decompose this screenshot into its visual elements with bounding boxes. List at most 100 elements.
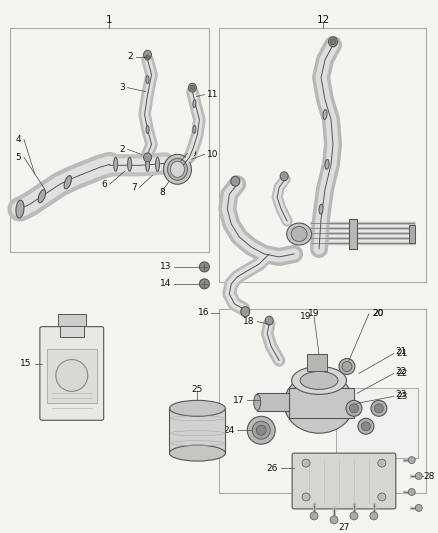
Ellipse shape <box>291 227 307 241</box>
Ellipse shape <box>144 50 152 59</box>
Text: 22: 22 <box>396 367 407 376</box>
Text: 7: 7 <box>131 183 137 192</box>
Bar <box>58 314 86 326</box>
Text: 14: 14 <box>160 279 172 288</box>
Circle shape <box>199 279 209 289</box>
Text: M: M <box>67 371 76 380</box>
Ellipse shape <box>193 125 196 133</box>
Ellipse shape <box>325 159 329 169</box>
Ellipse shape <box>170 400 225 416</box>
Text: 5: 5 <box>15 153 21 162</box>
Ellipse shape <box>339 359 355 375</box>
Ellipse shape <box>284 374 354 433</box>
Text: 2: 2 <box>127 52 133 61</box>
Ellipse shape <box>241 306 250 317</box>
Text: 17: 17 <box>233 396 244 405</box>
Text: 27: 27 <box>338 523 350 532</box>
Bar <box>289 389 354 418</box>
Ellipse shape <box>300 372 338 390</box>
Ellipse shape <box>346 400 362 416</box>
Bar <box>257 393 289 411</box>
Ellipse shape <box>252 421 270 439</box>
Text: 24: 24 <box>223 426 234 435</box>
Ellipse shape <box>358 418 374 434</box>
Circle shape <box>370 512 378 520</box>
Ellipse shape <box>64 175 71 189</box>
Ellipse shape <box>265 316 273 325</box>
Ellipse shape <box>280 172 288 181</box>
Text: 12: 12 <box>317 15 330 25</box>
Circle shape <box>302 459 310 467</box>
Circle shape <box>415 473 422 480</box>
Bar <box>219 28 426 282</box>
Text: 20: 20 <box>372 309 383 318</box>
Circle shape <box>408 457 415 464</box>
Text: 4: 4 <box>15 135 21 144</box>
Ellipse shape <box>16 200 24 218</box>
Ellipse shape <box>155 157 159 171</box>
Text: 26: 26 <box>267 464 278 473</box>
Text: 6: 6 <box>101 180 107 189</box>
Ellipse shape <box>170 161 184 177</box>
Ellipse shape <box>145 157 149 171</box>
Text: 19: 19 <box>308 309 320 318</box>
Ellipse shape <box>319 204 323 214</box>
Text: 9: 9 <box>191 149 196 158</box>
Ellipse shape <box>371 400 387 416</box>
Text: MOPAR: MOPAR <box>59 355 85 360</box>
Bar <box>307 353 327 372</box>
Ellipse shape <box>374 404 383 413</box>
Ellipse shape <box>127 157 131 171</box>
Text: 23: 23 <box>396 390 407 399</box>
Ellipse shape <box>330 39 336 45</box>
Ellipse shape <box>146 125 149 133</box>
Ellipse shape <box>193 100 196 108</box>
Circle shape <box>415 504 422 511</box>
Ellipse shape <box>188 83 196 92</box>
Text: 19: 19 <box>300 312 311 321</box>
Ellipse shape <box>350 404 358 413</box>
Ellipse shape <box>114 157 118 171</box>
Text: 13: 13 <box>160 262 172 271</box>
Ellipse shape <box>38 190 46 203</box>
Circle shape <box>56 360 88 391</box>
Text: 11: 11 <box>207 90 219 99</box>
Circle shape <box>350 512 358 520</box>
Text: 25: 25 <box>192 385 203 394</box>
Circle shape <box>199 262 209 272</box>
Ellipse shape <box>144 153 152 162</box>
Bar <box>409 225 415 243</box>
Bar <box>336 389 418 458</box>
Circle shape <box>302 493 310 501</box>
Ellipse shape <box>286 223 311 245</box>
Ellipse shape <box>231 176 240 186</box>
Bar <box>219 309 426 493</box>
Ellipse shape <box>328 37 338 47</box>
Ellipse shape <box>323 110 327 119</box>
Ellipse shape <box>190 85 195 90</box>
Bar <box>60 322 84 337</box>
Bar <box>349 219 357 249</box>
FancyBboxPatch shape <box>292 453 396 509</box>
Text: 8: 8 <box>159 188 166 197</box>
Text: 23: 23 <box>397 392 408 401</box>
Ellipse shape <box>342 361 352 372</box>
Ellipse shape <box>254 394 261 410</box>
Text: 16: 16 <box>198 308 209 317</box>
Text: 18: 18 <box>243 317 254 326</box>
Ellipse shape <box>145 55 150 60</box>
Text: 21: 21 <box>396 347 407 356</box>
Text: 15: 15 <box>21 359 32 368</box>
Ellipse shape <box>167 158 187 180</box>
Ellipse shape <box>256 425 266 435</box>
Ellipse shape <box>292 367 346 394</box>
Text: 1: 1 <box>106 15 113 25</box>
Text: 2: 2 <box>119 145 125 154</box>
Ellipse shape <box>361 422 371 431</box>
Text: 20: 20 <box>372 309 383 318</box>
Circle shape <box>310 512 318 520</box>
Text: 21: 21 <box>397 349 408 358</box>
Ellipse shape <box>146 76 149 84</box>
Ellipse shape <box>247 416 275 444</box>
Circle shape <box>330 516 338 524</box>
